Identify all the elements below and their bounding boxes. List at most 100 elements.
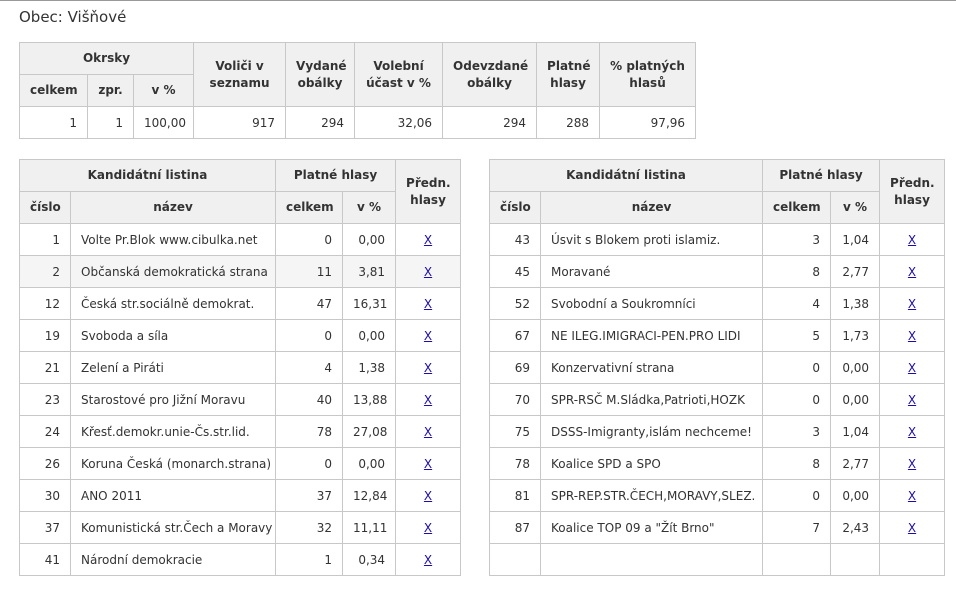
party-votes-pct: 1,38 bbox=[342, 351, 397, 384]
party-row: 67 NE ILEG.IMIGRACI-PEN.PRO LIDI 5 1,73 X bbox=[489, 319, 946, 352]
header-platne: Platné hlasy bbox=[536, 42, 601, 107]
party-row: 70 SPR-RSČ M.Sládka,Patrioti,HOZK 0 0,00 X bbox=[489, 383, 946, 416]
party-row: 75 DSSS-Imigranty,islám nechceme! 3 1,04 X bbox=[489, 415, 946, 448]
header-platne-hlasy: Platné hlasy bbox=[275, 159, 397, 192]
header-kandidatni-listina: Kandidátní listina bbox=[488, 159, 764, 192]
party-name: Česká str.sociálně demokrat. bbox=[69, 287, 277, 320]
party-votes-pct: 3,81 bbox=[342, 255, 397, 288]
preferential-votes-link[interactable]: X bbox=[423, 264, 433, 279]
party-name: Úsvit s Blokem proti islamiz. bbox=[539, 223, 764, 256]
value-pct-platnych: 97,96 bbox=[599, 106, 697, 139]
header-okrsky-celkem: celkem bbox=[19, 74, 88, 107]
preferential-votes-link[interactable]: X bbox=[907, 360, 917, 375]
preferential-votes-cell: X bbox=[879, 447, 946, 480]
party-votes-pct: 0,34 bbox=[342, 543, 397, 576]
party-number: 26 bbox=[19, 447, 71, 480]
party-row: 19 Svoboda a síla 0 0,00 X bbox=[19, 319, 462, 352]
header-ucast: Volební účast v % bbox=[354, 42, 444, 107]
top-divider bbox=[0, 0, 956, 1]
party-row: 24 Křesť.demokr.unie-Čs.str.lid. 78 27,08 X bbox=[19, 415, 462, 448]
header-okrsky: Okrsky bbox=[18, 42, 195, 75]
preferential-votes-link[interactable]: X bbox=[423, 328, 433, 343]
party-row: 21 Zelení a Piráti 4 1,38 X bbox=[19, 351, 462, 384]
preferential-votes-link[interactable]: X bbox=[907, 392, 917, 407]
header-kandidatni-listina: Kandidátní listina bbox=[18, 159, 277, 192]
party-number: 19 bbox=[19, 319, 71, 352]
party-name: DSSS-Imigranty,islám nechceme! bbox=[539, 415, 764, 448]
party-votes: 40 bbox=[275, 383, 344, 416]
preferential-votes-cell: X bbox=[879, 511, 946, 544]
party-name: Koalice TOP 09 a "Žít Brno" bbox=[539, 511, 764, 544]
preferential-votes-link[interactable]: X bbox=[907, 456, 917, 471]
value-okrsky-zpr: 1 bbox=[87, 106, 134, 139]
preferential-votes-link[interactable]: X bbox=[423, 232, 433, 247]
preferential-votes-link[interactable]: X bbox=[907, 296, 917, 311]
value-odevzdane: 294 bbox=[442, 106, 538, 139]
preferential-votes-link[interactable]: X bbox=[907, 424, 917, 439]
party-votes: 78 bbox=[275, 415, 344, 448]
header-okrsky-zpr: zpr. bbox=[87, 74, 134, 107]
preferential-votes-link[interactable]: X bbox=[423, 520, 433, 535]
parties-table-right: Kandidátní listina Platné hlasy Předn. h… bbox=[488, 159, 946, 576]
preferential-votes-cell: X bbox=[395, 319, 462, 352]
preferential-votes-cell: X bbox=[395, 287, 462, 320]
preferential-votes-link[interactable]: X bbox=[423, 392, 433, 407]
party-row: 41 Národní demokracie 1 0,34 X bbox=[19, 543, 462, 576]
party-votes-pct: 13,88 bbox=[342, 383, 397, 416]
party-name: Konzervativní strana bbox=[539, 351, 764, 384]
preferential-votes-link[interactable]: X bbox=[423, 296, 433, 311]
party-votes-pct: 12,84 bbox=[342, 479, 397, 512]
preferential-votes-link[interactable]: X bbox=[907, 264, 917, 279]
preferential-votes-link[interactable]: X bbox=[907, 232, 917, 247]
party-votes-pct: 1,04 bbox=[830, 415, 881, 448]
preferential-votes-cell: X bbox=[879, 287, 946, 320]
party-votes: 11 bbox=[275, 255, 344, 288]
party-votes: 32 bbox=[275, 511, 344, 544]
party-number: 30 bbox=[19, 479, 71, 512]
preferential-votes-link[interactable]: X bbox=[907, 488, 917, 503]
party-votes-pct: 0,00 bbox=[342, 447, 397, 480]
party-votes: 1 bbox=[275, 543, 344, 576]
header-odevzdane: Odevzdané obálky bbox=[442, 42, 538, 107]
party-name: NE ILEG.IMIGRACI-PEN.PRO LIDI bbox=[539, 319, 764, 352]
preferential-votes-link[interactable]: X bbox=[423, 552, 433, 567]
party-number: 78 bbox=[489, 447, 541, 480]
preferential-votes-cell: X bbox=[395, 255, 462, 288]
party-number: 24 bbox=[19, 415, 71, 448]
party-row: 87 Koalice TOP 09 a "Žít Brno" 7 2,43 X bbox=[489, 511, 946, 544]
party-votes-pct: 27,08 bbox=[342, 415, 397, 448]
preferential-votes-link[interactable]: X bbox=[907, 520, 917, 535]
header-volici: Voliči v seznamu bbox=[193, 42, 287, 107]
party-name: Komunistická str.Čech a Moravy bbox=[69, 511, 277, 544]
party-votes: 3 bbox=[762, 223, 832, 256]
preferential-votes-link[interactable]: X bbox=[423, 424, 433, 439]
preferential-votes-link[interactable]: X bbox=[423, 360, 433, 375]
party-number: 21 bbox=[19, 351, 71, 384]
party-number: 52 bbox=[489, 287, 541, 320]
party-row: 26 Koruna Česká (monarch.strana) 0 0,00 X bbox=[19, 447, 462, 480]
value-volici: 917 bbox=[193, 106, 287, 139]
value-okrsky-celkem: 1 bbox=[19, 106, 88, 139]
party-votes-pct: 2,77 bbox=[830, 255, 881, 288]
preferential-votes-link[interactable]: X bbox=[423, 456, 433, 471]
party-votes-pct: 1,73 bbox=[830, 319, 881, 352]
preferential-votes-link[interactable]: X bbox=[907, 328, 917, 343]
party-votes-pct: 0,00 bbox=[830, 351, 881, 384]
party-row: 52 Svobodní a Soukromníci 4 1,38 X bbox=[489, 287, 946, 320]
party-votes: 37 bbox=[275, 479, 344, 512]
preferential-votes-cell: X bbox=[879, 415, 946, 448]
party-votes-pct: 1,04 bbox=[830, 223, 881, 256]
header-v-pct: v % bbox=[830, 191, 881, 224]
empty-row bbox=[489, 543, 946, 576]
empty-cell bbox=[539, 543, 764, 576]
party-row: 37 Komunistická str.Čech a Moravy 32 11,11 X bbox=[19, 511, 462, 544]
preferential-votes-link[interactable]: X bbox=[423, 488, 433, 503]
party-votes-pct: 2,43 bbox=[830, 511, 881, 544]
party-name: Koruna Česká (monarch.strana) bbox=[69, 447, 277, 480]
party-name: Svobodní a Soukromníci bbox=[539, 287, 764, 320]
party-name: SPR-RSČ M.Sládka,Patrioti,HOZK bbox=[539, 383, 764, 416]
party-votes: 47 bbox=[275, 287, 344, 320]
party-row: 23 Starostové pro Jižní Moravu 40 13,88 X bbox=[19, 383, 462, 416]
preferential-votes-cell: X bbox=[879, 319, 946, 352]
party-name: Koalice SPD a SPO bbox=[539, 447, 764, 480]
